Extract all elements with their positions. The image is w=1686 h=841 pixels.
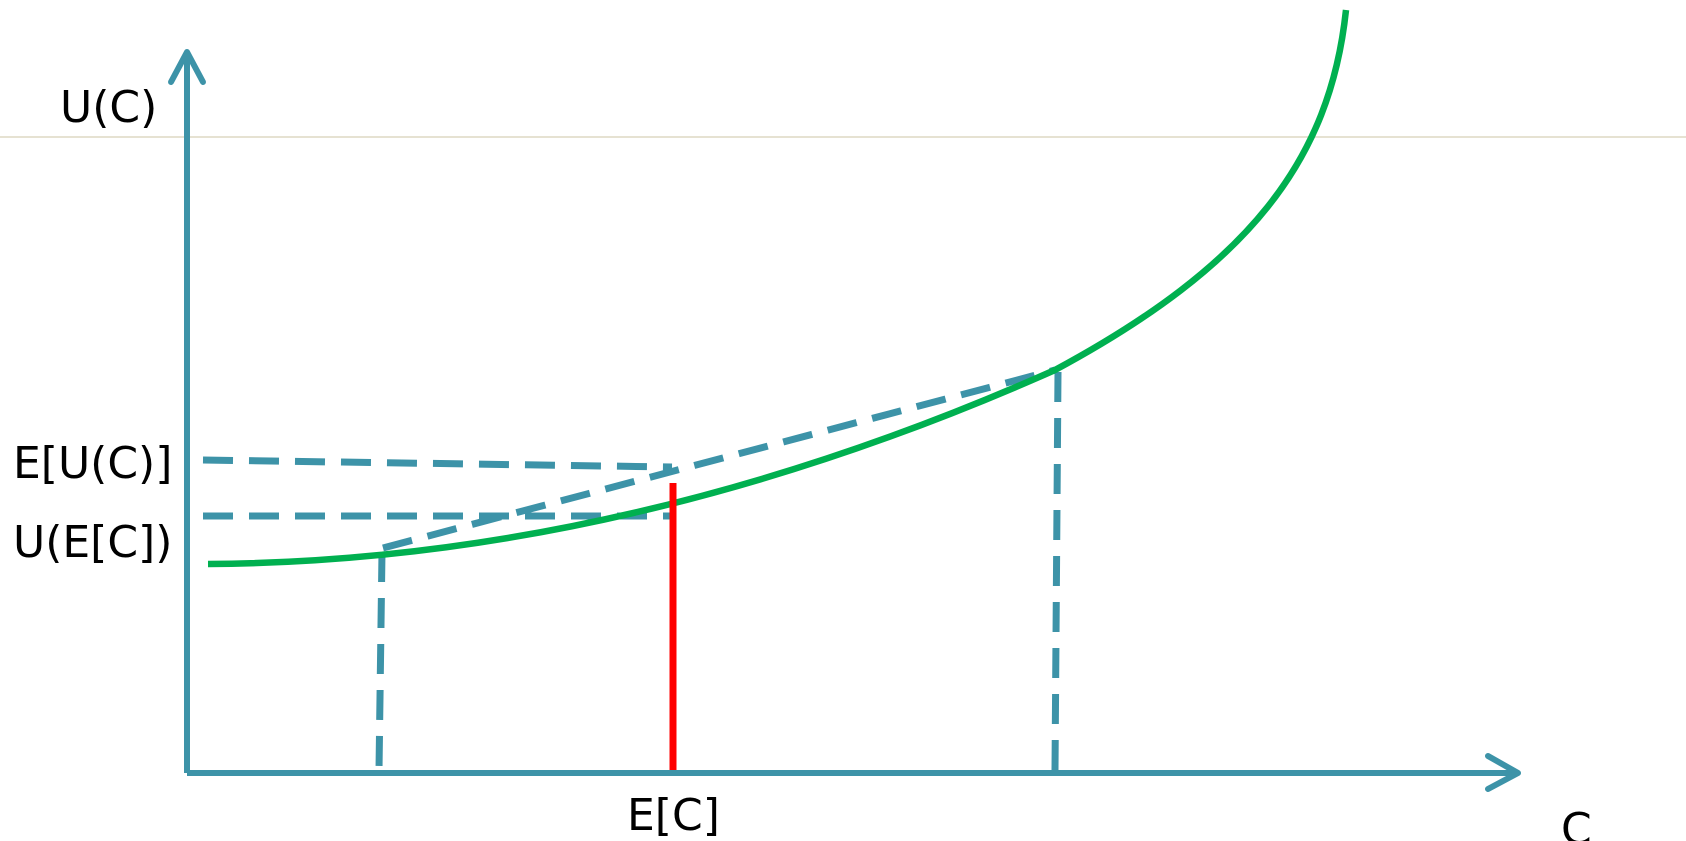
expected-value-label: E[C] [627, 790, 720, 841]
expected-utility-guide [202, 456, 673, 471]
high-outcome-guide [1051, 371, 1062, 771]
x-axis-arrowhead [1485, 753, 1521, 792]
expected-utility-label: E[U(C)] [13, 438, 173, 489]
x-axis-label: C [1561, 804, 1592, 841]
outcome-chord [382, 366, 1056, 552]
utility-curve [207, 9, 1350, 568]
low-outcome-guide [375, 551, 386, 771]
utility-of-expectation-label: U(E[C]) [13, 517, 173, 568]
y-axis-label: U(C) [60, 82, 158, 133]
y-axis-arrowhead [168, 49, 206, 85]
